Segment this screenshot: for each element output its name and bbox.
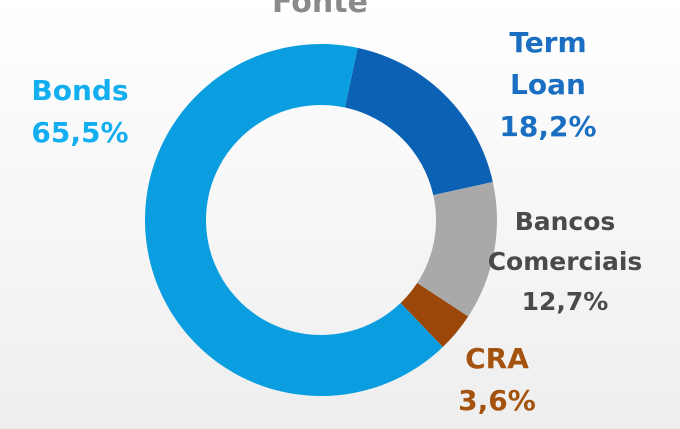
category-label: Bonds [31, 74, 129, 107]
category-label: CRA [465, 342, 529, 375]
value-label: 65,5% [31, 116, 129, 149]
chart-title: Fonte [272, 0, 368, 20]
value-label: 12,7% [521, 287, 609, 316]
slice [145, 43, 443, 396]
slice [417, 181, 497, 317]
value-label: 18,2% [499, 110, 597, 143]
slice [400, 283, 469, 348]
slice-label: CRA 3,6% [437, 338, 557, 422]
slice-label: Term Loan 18,2% [483, 22, 613, 148]
slice [344, 47, 493, 196]
slice-label: Bonds 65,5% [10, 70, 150, 154]
slice-label: Bancos Comerciais 12,7% [465, 202, 665, 322]
category-label: Bancos Comerciais [487, 207, 643, 276]
category-label: Term Loan [509, 26, 587, 101]
value-label: 3,6% [458, 384, 536, 417]
